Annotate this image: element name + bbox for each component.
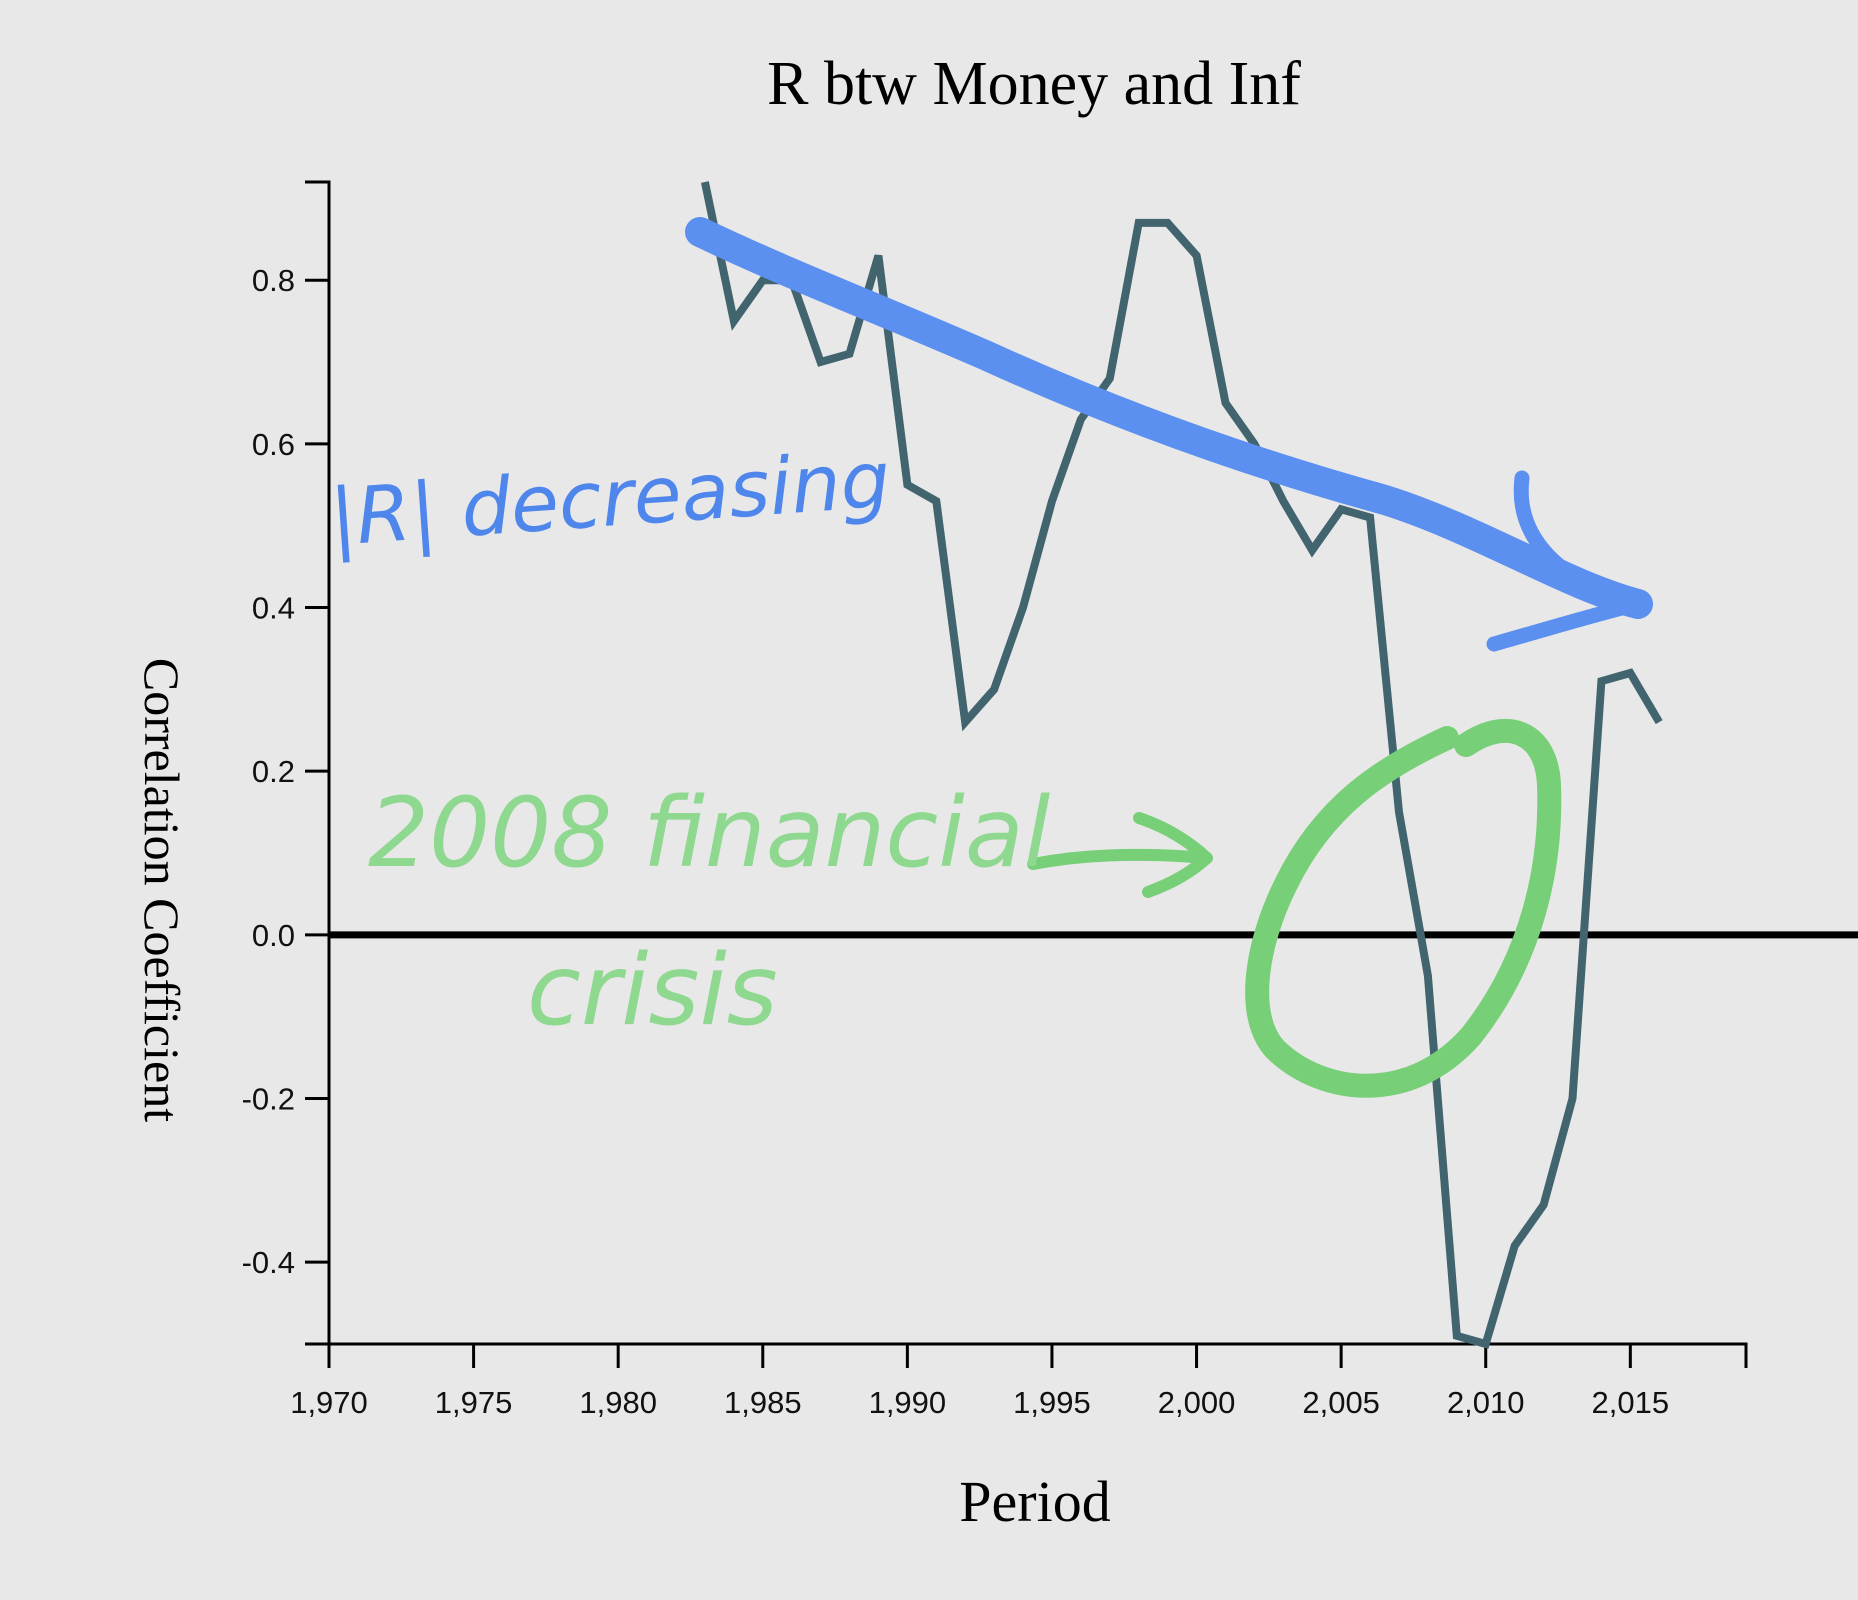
y-tick-label: 0.0 <box>252 918 295 953</box>
x-tick-label: 2,010 <box>1447 1385 1525 1420</box>
series-line <box>700 181 1663 1349</box>
decreasing-arrow-head <box>1486 470 1646 652</box>
crisis-circle-marker <box>1245 718 1562 1098</box>
decreasing-arrow-shaft <box>685 217 1653 619</box>
y-axis-label: Correlation Coefficient <box>134 658 190 1122</box>
x-tick-label: 1,995 <box>1013 1385 1091 1420</box>
y-tick-label: 0.2 <box>252 754 295 789</box>
y-tick-label: -0.4 <box>242 1245 295 1280</box>
blue-annotation-text: |R| decreasing <box>327 435 893 564</box>
y-tick-label: -0.2 <box>242 1082 295 1117</box>
x-tick-label: 1,985 <box>724 1385 802 1420</box>
x-axis-label: Period <box>959 1469 1110 1534</box>
blue-annotation: |R| decreasing <box>327 217 1653 652</box>
green-annotation-line-1: 2008 financial <box>368 777 1051 889</box>
y-axis-line <box>305 180 331 1346</box>
x-tick-label: 2,005 <box>1302 1385 1380 1420</box>
x-axis-line <box>327 1342 1748 1368</box>
green-annotation-line-2: crisis <box>527 934 778 1048</box>
y-tick-label: 0.4 <box>252 591 295 626</box>
y-tick-label: 0.6 <box>252 427 295 462</box>
x-tick-label: 2,015 <box>1592 1385 1670 1420</box>
y-axis: 0.8 0.6 0.4 0.2 0.0 -0.2 -0.4 <box>242 180 331 1346</box>
green-annotation: 2008 financial crisis <box>368 718 1562 1098</box>
chart-title: R btw Money and Inf <box>767 50 1301 118</box>
x-tick-label: 1,975 <box>435 1385 513 1420</box>
crisis-arrow <box>1027 812 1213 898</box>
x-axis: 1,970 1,975 1,980 1,985 1,990 1,995 2,000 2,005… <box>290 1342 1748 1420</box>
x-tick-label: 1,990 <box>869 1385 947 1420</box>
x-tick-label: 2,000 <box>1158 1385 1236 1420</box>
x-tick-label: 1,970 <box>290 1385 368 1420</box>
y-tick-label: 0.8 <box>252 263 295 298</box>
x-tick-label: 1,980 <box>579 1385 657 1420</box>
